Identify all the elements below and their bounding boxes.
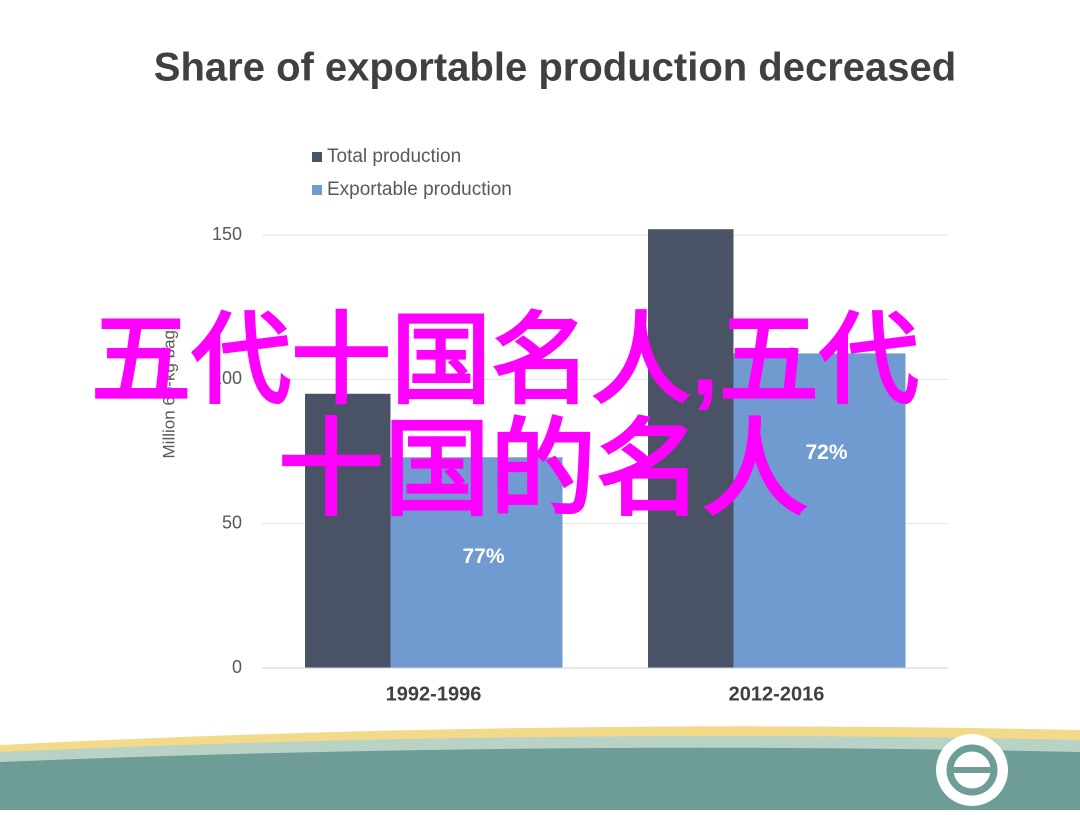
plot: 0 50 100 150 Total production Exportable prod… (212, 146, 948, 705)
bar (733, 353, 906, 668)
bar (648, 229, 734, 668)
watermark: 十国的名人 (278, 411, 808, 529)
legend-label: Exportable production (327, 179, 512, 200)
x-tick-label: 2012-2016 (729, 683, 825, 705)
annotation: 72% (805, 441, 847, 464)
bar (305, 393, 391, 668)
y-tick-label: 100 (212, 368, 242, 388)
legend-label: Total production (327, 146, 461, 167)
band-teal (0, 747, 1080, 810)
legend-swatch (312, 185, 322, 195)
bar (390, 457, 563, 668)
legend-swatch (312, 152, 322, 162)
y-tick-label: 0 (232, 657, 242, 677)
logo-ring (946, 744, 998, 796)
annotation: 77% (462, 545, 504, 568)
x-tick-label: 1992-1996 (386, 683, 482, 705)
chart-title: Share of exportable production decreased (154, 46, 956, 90)
watermark: 五代十国名人,五代 (91, 304, 919, 416)
y-axis-label: Million 60-kg bags (159, 321, 178, 458)
y-tick-label: 150 (212, 224, 242, 244)
y-tick-label: 50 (222, 512, 242, 532)
